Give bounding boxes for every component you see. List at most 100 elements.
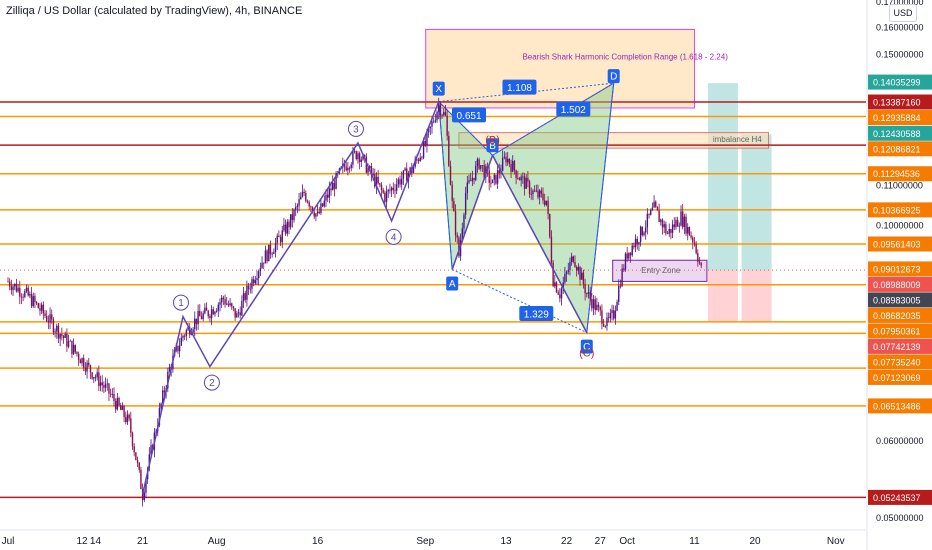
candle-body-338 (575, 266, 578, 271)
candle-body-391 (665, 224, 667, 234)
candle-body-33 (62, 335, 65, 338)
candle-body-112 (195, 318, 198, 325)
wave-label-circle-3 (347, 120, 364, 137)
candle-body-251 (429, 126, 432, 129)
candle-body-342 (582, 272, 585, 285)
candle-body-119 (207, 310, 209, 317)
x-tick-9: 27 (595, 536, 607, 547)
target-zone-1 (707, 83, 738, 270)
candle-body-17 (35, 302, 38, 304)
candle-body-50 (91, 372, 93, 379)
candle-body-205 (352, 151, 354, 165)
candle-body-201 (345, 166, 347, 171)
candle-body-407 (692, 237, 694, 243)
harmonic-label-C: C (583, 342, 590, 353)
x-tick-0: Jul (2, 536, 15, 547)
candle-body-253 (432, 121, 435, 123)
stop-zone-1 (707, 269, 738, 322)
candle-body-325 (554, 282, 556, 287)
candle-body-335 (570, 256, 573, 262)
candle-body-408 (693, 242, 696, 244)
candle-body-330 (562, 282, 564, 289)
xd-ratio-line (438, 82, 614, 103)
candle-body-349 (594, 299, 596, 310)
candle-body-182 (313, 212, 315, 217)
candle-body-19 (39, 308, 41, 311)
candle-body-305 (520, 176, 522, 181)
currency-button[interactable]: USD (889, 4, 917, 22)
target-zone-2 (741, 134, 772, 270)
candle-body-210 (360, 159, 363, 162)
candle-body-46 (84, 367, 87, 372)
candle-body-34 (64, 333, 66, 338)
candle-body-128 (222, 297, 225, 300)
candle-body-306 (522, 176, 524, 178)
candle-body-136 (236, 313, 238, 318)
candle-body-412 (700, 262, 702, 266)
x-tick-6: Sep (416, 536, 434, 547)
price-badge-18 (868, 489, 932, 505)
candle-body-111 (194, 318, 196, 330)
x-tick-7: 13 (500, 536, 512, 547)
candle-body-233 (399, 179, 401, 185)
candle-body-44 (81, 358, 83, 364)
candle-body-392 (666, 233, 669, 235)
harmonic-label-X: X (435, 84, 442, 95)
candle-body-187 (321, 203, 324, 207)
candle-body-216 (370, 166, 373, 176)
candle-body-395 (671, 224, 674, 233)
candle-body-80 (141, 489, 144, 501)
price-badge-label-6: 0.10366925 (873, 205, 921, 215)
candle-body-36 (67, 341, 70, 347)
candle-body-116 (202, 313, 204, 320)
candle-body-406 (690, 235, 692, 238)
candle-body-115 (200, 316, 203, 320)
candle-body-117 (204, 307, 206, 314)
candle-body-114 (199, 310, 201, 317)
candle-body-121 (210, 309, 213, 318)
candle-body-262 (448, 135, 450, 166)
price-badge-label-14: 0.07742139 (873, 342, 921, 352)
candle-body-194 (333, 182, 336, 189)
candle-body-178 (306, 200, 309, 203)
candle-body-401 (681, 211, 684, 227)
y-tick-0: 0.17000000 (876, 0, 924, 7)
candle-body-126 (219, 302, 221, 305)
extra-label-b: (B) (485, 134, 500, 146)
candle-body-120 (209, 316, 211, 318)
harmonic-badge-C (580, 339, 593, 354)
candle-body-160 (276, 235, 278, 244)
candle-body-300 (512, 161, 514, 172)
candle-body-261 (446, 115, 448, 136)
candle-body-287 (490, 182, 492, 184)
candle-body-237 (406, 168, 408, 182)
candle-body-295 (503, 156, 506, 158)
candle-body-2 (10, 286, 13, 291)
candle-body-284 (485, 166, 487, 178)
candle-body-368 (626, 253, 628, 259)
candle-body-275 (469, 180, 472, 182)
candle-body-358 (609, 312, 612, 319)
candle-body-174 (300, 196, 302, 200)
price-badge-label-13: 0.07950361 (873, 326, 921, 336)
candle-body-202 (347, 167, 349, 171)
candle-body-103 (180, 337, 182, 346)
candle-body-3 (12, 286, 14, 291)
candle-body-297 (507, 158, 509, 163)
price-badge-label-2: 0.12935884 (873, 113, 921, 123)
candle-body-249 (426, 132, 428, 146)
candle-body-377 (641, 226, 644, 236)
candle-body-27 (52, 319, 55, 333)
candle-body-41 (76, 351, 78, 354)
candle-body-21 (42, 304, 45, 314)
candle-body-289 (493, 174, 495, 180)
candle-body-276 (471, 177, 474, 181)
candle-body-23 (45, 315, 48, 322)
candle-body-291 (496, 170, 499, 184)
candle-body-312 (532, 190, 534, 195)
candle-body-387 (658, 210, 660, 222)
candle-body-11 (25, 287, 28, 292)
candle-body-137 (237, 312, 240, 314)
